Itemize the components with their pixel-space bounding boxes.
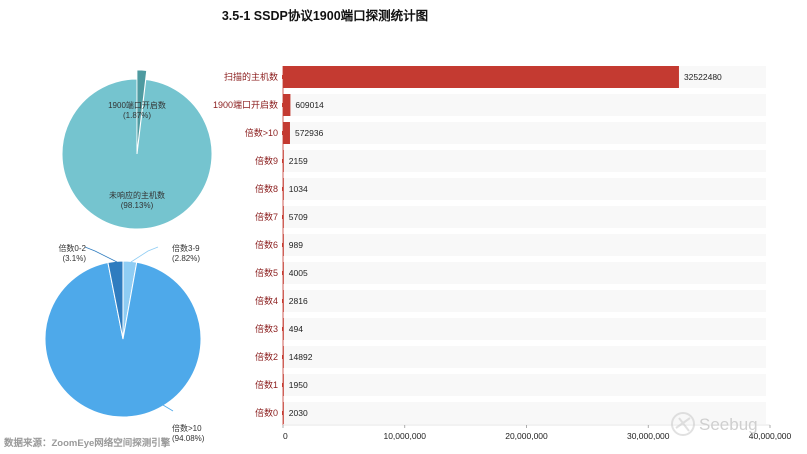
pie-slice-label: 未响应的主机数 — [109, 190, 165, 200]
bar-row-background — [283, 290, 766, 312]
bar-row: 倍数9 2159 — [255, 150, 766, 172]
bar — [283, 122, 290, 144]
bar-row-background — [283, 150, 766, 172]
value-label: 2030 — [289, 408, 308, 418]
pie-slice-percent: (3.1%) — [62, 254, 86, 263]
pie-slice-label: 倍数3-9 — [172, 243, 200, 253]
value-label: 2816 — [289, 296, 308, 306]
pie-slice-percent: (2.82%) — [172, 254, 200, 263]
pie-slice-label: 倍数0-2 — [58, 243, 86, 253]
bar-row-background — [283, 346, 766, 368]
pie-slice-percent: (1.87%) — [123, 111, 151, 120]
bar-rows: 扫描的主机数 32522480 1900端口开启数 609014 倍数>10 572936… — [213, 66, 766, 424]
leader-line — [162, 404, 174, 412]
bar-row: 倍数8 1034 — [255, 178, 766, 200]
category-label: 倍数>10 — [245, 127, 278, 138]
category-label: 倍数9 — [255, 155, 278, 166]
seebug-logo-icon — [671, 412, 695, 436]
bar-row-background — [283, 402, 766, 424]
bar — [283, 66, 679, 88]
value-label: 2159 — [289, 156, 308, 166]
value-label: 4005 — [289, 268, 308, 278]
bar-row: 扫描的主机数 32522480 — [224, 66, 766, 88]
value-label: 609014 — [295, 100, 324, 110]
value-label: 494 — [289, 324, 303, 334]
pie-slice — [44, 261, 202, 418]
pie-slice-label: 1900端口开启数 — [108, 100, 166, 110]
leader-line — [130, 246, 159, 263]
bar-row: 倍数0 2030 — [255, 402, 766, 424]
bar-row: 倍数7 5709 — [255, 206, 766, 228]
pie-slice-highlight — [136, 69, 148, 153]
value-label: 572936 — [295, 128, 324, 138]
value-label: 1950 — [289, 380, 308, 390]
bar-row-background — [283, 206, 766, 228]
bar-row: 倍数4 2816 — [255, 290, 766, 312]
bar-row-background — [283, 234, 766, 256]
category-label: 倍数3 — [255, 323, 278, 334]
bar-row-background — [283, 262, 766, 284]
bar-row: 倍数3 494 — [255, 318, 766, 340]
bar-row-background — [283, 122, 766, 144]
x-tick-label: 20,000,000 — [505, 431, 548, 441]
bar-row: 倍数6 989 — [255, 234, 766, 256]
pie-slice-label: 倍数>10 — [172, 423, 202, 433]
x-tick-label: 10,000,000 — [383, 431, 426, 441]
bar-row-background — [283, 374, 766, 396]
bar-chart: 扫描的主机数 32522480 1900端口开启数 609014 倍数>10 572936… — [213, 66, 792, 441]
bar-row-background — [283, 318, 766, 340]
bar-row: 倍数1 1950 — [255, 374, 766, 396]
data-source-note: 数据来源：ZoomEye网络空间探测引擎 — [3, 437, 171, 449]
chart-title: 3.5-1 SSDP协议1900端口探测统计图 — [222, 8, 428, 23]
category-label: 扫描的主机数 — [224, 71, 278, 82]
x-tick-label: 0 — [283, 431, 288, 441]
bar-row-background — [283, 94, 766, 116]
category-label: 倍数6 — [255, 239, 278, 250]
bar-row: 倍数5 4005 — [255, 262, 766, 284]
watermark-text: Seebug — [699, 415, 758, 434]
category-label: 倍数2 — [255, 351, 278, 362]
leader-line — [84, 246, 118, 263]
pie-chart-multiples: 倍数0-2(3.1%) 倍数3-9(2.82%) 倍数>10(94.08%) — [44, 243, 205, 443]
bar-row-background — [283, 178, 766, 200]
x-tick-label: 40,000,000 — [749, 431, 792, 441]
pie-slice-percent: (94.08%) — [172, 434, 205, 443]
bar-row: 1900端口开启数 609014 — [213, 94, 766, 116]
value-label: 5709 — [289, 212, 308, 222]
pie-chart-port-open: 1900端口开启数(1.87%) 未响应的主机数(98.13%) — [61, 69, 213, 230]
bar — [283, 94, 291, 116]
pie-slice — [61, 78, 213, 230]
bar-row: 倍数2 14892 — [255, 346, 766, 368]
bar-x-axis: 0 10,000,000 20,000,000 30,000,000 40,000,00… — [282, 66, 792, 441]
category-label: 倍数5 — [255, 267, 278, 278]
value-label: 32522480 — [684, 72, 722, 82]
category-label: 倍数7 — [255, 211, 278, 222]
category-label: 倍数8 — [255, 183, 278, 194]
x-tick-label: 30,000,000 — [627, 431, 670, 441]
seebug-watermark: Seebug — [671, 412, 758, 436]
pie-slice-percent: (98.13%) — [121, 201, 154, 210]
category-label: 1900端口开启数 — [213, 99, 278, 110]
bar-row: 倍数>10 572936 — [245, 122, 766, 144]
category-label: 倍数1 — [255, 379, 278, 390]
value-label: 14892 — [289, 352, 313, 362]
value-label: 1034 — [289, 184, 308, 194]
category-label: 倍数0 — [255, 407, 278, 418]
category-label: 倍数4 — [255, 295, 278, 306]
value-label: 989 — [289, 240, 303, 250]
